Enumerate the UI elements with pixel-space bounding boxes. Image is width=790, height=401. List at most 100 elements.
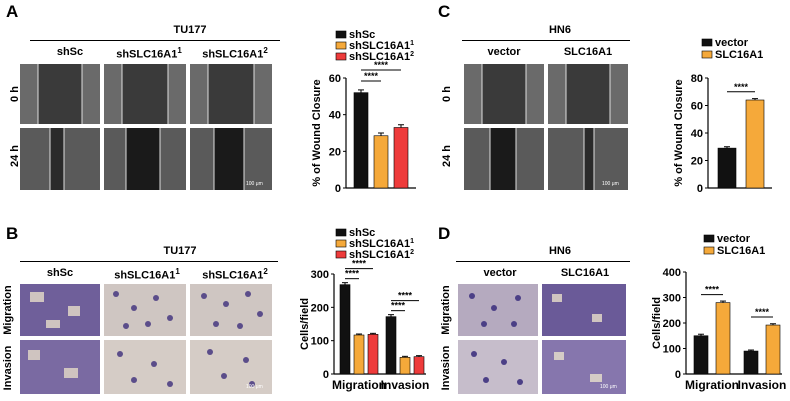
chart-a-legend-label-1: shSLC16A11 bbox=[349, 40, 414, 52]
chart-c-y-axis-label: % of Wound Closure bbox=[673, 79, 685, 186]
chart-c-bar-1 bbox=[745, 99, 765, 189]
chart-d-y-axis-label: Cells/field bbox=[651, 297, 663, 349]
chart-d-xtick-label-1: Invasion bbox=[738, 378, 787, 392]
panel-d-image-vector-migration bbox=[458, 284, 538, 336]
panel-d-row-migration: Migration bbox=[440, 285, 452, 335]
chart-d-sig-1-label: **** bbox=[755, 307, 770, 317]
panel-d-group-1: vector bbox=[483, 267, 517, 279]
panel-a-image-shslc1-24h bbox=[104, 128, 186, 190]
panel-b-image-shslc2-invasion bbox=[190, 340, 272, 394]
chart-c-legend-label-1: SLC16A1 bbox=[715, 49, 763, 61]
panel-b-image-shsc-invasion bbox=[20, 340, 100, 394]
panel-b-scale-label: 100 μm bbox=[246, 384, 263, 390]
panel-b-group-1: shSc bbox=[46, 267, 74, 279]
chart-d-legend-label-1: SLC16A1 bbox=[717, 245, 765, 257]
chart-d-ytick-label-0: 0 bbox=[675, 369, 681, 381]
chart-b-sig-1-label: **** bbox=[352, 259, 367, 269]
chart-a-legend-swatch-2 bbox=[335, 52, 347, 61]
panel-b-row-invasion: Invasion bbox=[2, 345, 14, 391]
chart-c-legend-label-0: vector bbox=[715, 37, 749, 49]
panel-b-group-2: shSLC16A11 bbox=[114, 267, 180, 282]
panel-a-header-line bbox=[30, 40, 280, 41]
chart-c-ytick-label-2: 40 bbox=[691, 128, 703, 140]
chart-a-bar-1 bbox=[373, 135, 389, 189]
panel-b-cell-line: TU177 bbox=[163, 245, 197, 257]
chart-d-ytick-label-3: 300 bbox=[663, 293, 681, 305]
panel-a-image-shslc1-0h bbox=[104, 64, 186, 124]
chart-c-ytick-label-1: 20 bbox=[691, 156, 703, 168]
chart-d-sig-0-label: **** bbox=[705, 285, 720, 295]
chart-a-ytick-label-2: 40 bbox=[329, 110, 341, 122]
chart-b-bar-0-0 bbox=[339, 284, 351, 375]
chart-d-bar-0-0 bbox=[693, 335, 709, 375]
chart-a-legend-swatch-0 bbox=[335, 30, 347, 39]
panel-b-header-line bbox=[20, 261, 278, 262]
chart-b-xtick-label-0: Migration bbox=[332, 378, 386, 392]
chart-a-legend-label-2: shSLC16A12 bbox=[349, 51, 414, 63]
chart-d-legend-swatch-0 bbox=[703, 234, 715, 243]
chart-b-bar-0-1 bbox=[353, 334, 365, 375]
panel-d-scale-label: 100 μm bbox=[600, 384, 617, 390]
panel-d-image-vector-invasion bbox=[458, 340, 538, 394]
chart-b-ytick-label-0: 0 bbox=[323, 369, 329, 381]
panel-letter-b: B bbox=[6, 224, 19, 243]
panel-c-header-line bbox=[462, 40, 630, 41]
chart-a-ytick-label-0: 0 bbox=[335, 183, 341, 195]
panel-d-row-invasion: Invasion bbox=[440, 345, 452, 391]
chart-d-ytick-label-4: 400 bbox=[663, 267, 681, 279]
panel-d-group-2: SLC16A1 bbox=[560, 267, 610, 279]
panel-b-image-shslc1-migration bbox=[104, 284, 186, 336]
chart-a-ytick-label-1: 20 bbox=[329, 146, 341, 158]
chart-b-legend-swatch-0 bbox=[335, 228, 347, 237]
panel-b-row-migration: Migration bbox=[2, 285, 14, 335]
chart-c-ytick-label-3: 60 bbox=[691, 101, 703, 113]
chart-d-legend-label-0: vector bbox=[717, 233, 751, 245]
panel-a-group-1: shSc bbox=[56, 46, 84, 58]
panel-c-group-2: SLC16A1 bbox=[563, 46, 613, 58]
panel-b-image-shslc1-invasion bbox=[104, 340, 186, 394]
chart-d-ytick-label-2: 200 bbox=[663, 318, 681, 330]
chart-a-sig-0-label: **** bbox=[364, 71, 379, 81]
panel-b-group-3: shSLC16A12 bbox=[202, 267, 268, 282]
chart-b-sig-2-label: **** bbox=[391, 301, 406, 311]
panel-d-header-line bbox=[456, 261, 630, 262]
chart-d-bar-1-0 bbox=[743, 350, 759, 375]
panel-letter-a: A bbox=[6, 2, 19, 21]
panel-b-image-shslc2-migration bbox=[190, 284, 272, 336]
chart-b-legend-swatch-1 bbox=[335, 239, 347, 248]
panel-c-row-24h: 24 h bbox=[441, 145, 453, 168]
panel-c-cell-line: HN6 bbox=[548, 24, 571, 36]
panel-a-image-shsc-0h bbox=[20, 64, 100, 124]
panel-a-image-shslc2-0h bbox=[190, 64, 272, 124]
chart-b-legend-label-1: shSLC16A11 bbox=[349, 238, 414, 250]
chart-b-bar-1-0 bbox=[385, 316, 397, 375]
chart-b-legend-swatch-2 bbox=[335, 250, 347, 259]
chart-b-ytick-label-1: 100 bbox=[311, 336, 329, 348]
chart-b-ytick-label-3: 300 bbox=[311, 269, 329, 281]
panel-a-image-shsc-24h bbox=[20, 128, 100, 190]
chart-b-ytick-label-2: 200 bbox=[311, 302, 329, 314]
chart-a-sig-1-label: **** bbox=[374, 60, 389, 70]
panel-c-image-vector-24h bbox=[464, 128, 544, 190]
panel-c-row-0h: 0 h bbox=[441, 86, 453, 102]
panel-a-image-shslc2-24h bbox=[190, 128, 272, 190]
chart-c-legend-swatch-0 bbox=[701, 38, 713, 47]
chart-c-legend-swatch-1 bbox=[701, 50, 713, 59]
chart-d-ytick-label-1: 100 bbox=[663, 344, 681, 356]
panel-b-image-shsc-migration bbox=[20, 284, 100, 336]
chart-b-xtick-label-1: Invasion bbox=[381, 378, 430, 392]
chart-b-y-axis-label: Cells/field bbox=[299, 298, 311, 350]
chart-b-sig-0-label: **** bbox=[345, 269, 360, 279]
panel-c-image-slc16a1-0h bbox=[548, 64, 628, 124]
chart-b-legend-label-0: shSc bbox=[349, 227, 375, 239]
chart-d-xtick-label-0: Migration bbox=[685, 378, 739, 392]
chart-a-bar-0 bbox=[353, 92, 369, 189]
chart-a-y-axis-label: % of Wound Closure bbox=[311, 79, 323, 186]
chart-b-legend-label-2: shSLC16A12 bbox=[349, 249, 414, 261]
chart-c-ytick-label-4: 80 bbox=[691, 73, 703, 85]
panel-letter-d: D bbox=[438, 224, 451, 243]
